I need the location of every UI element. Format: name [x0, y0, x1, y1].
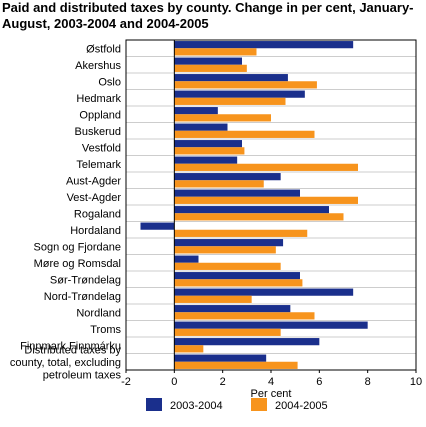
bar-2003-2004-16: [174, 305, 291, 313]
x-tick-label: 0: [171, 376, 177, 388]
x-axis-label: Per cent: [251, 388, 292, 400]
bar-2004-2005-17: [174, 328, 281, 336]
category-label: Aust-Agder: [66, 175, 121, 187]
bar-2003-2004-8: [174, 173, 281, 181]
bar-2003-2004-7: [174, 156, 238, 164]
bar-2003-2004-2: [174, 74, 288, 82]
category-label: Vest-Agder: [67, 192, 122, 204]
bar-2004-2005-9: [174, 196, 358, 204]
legend-label-2003-2004: 2003-2004: [170, 400, 223, 412]
x-tick-label: 6: [316, 376, 322, 388]
bar-2003-2004-17: [174, 321, 368, 329]
bar-2004-2005-19: [174, 361, 298, 369]
bar-2004-2005-18: [174, 345, 204, 353]
bar-2004-2005-11: [174, 229, 308, 237]
category-label: Rogaland: [74, 208, 121, 220]
bar-2004-2005-0: [174, 48, 257, 56]
bar-2003-2004-15: [174, 288, 354, 296]
bar-2003-2004-5: [174, 123, 228, 131]
bar-2003-2004-10: [174, 206, 329, 214]
bar-2003-2004-9: [174, 189, 300, 197]
legend-swatch-2003-2004: [146, 398, 162, 411]
bar-2003-2004-14: [174, 272, 300, 280]
bar-2003-2004-4: [174, 107, 218, 115]
category-label: Telemark: [76, 159, 121, 171]
bar-2003-2004-0: [174, 41, 354, 49]
category-label: Akershus: [75, 60, 121, 72]
x-tick-label: -2: [121, 376, 131, 388]
x-tick-label: 2: [220, 376, 226, 388]
category-label: Distributed taxes by county, total, exclu…: [10, 344, 122, 381]
legend-label-2004-2005: 2004-2005: [275, 400, 328, 412]
category-label: Nord-Trøndelag: [44, 291, 121, 303]
x-tick-label: 8: [365, 376, 371, 388]
category-label: Hordaland: [70, 225, 121, 237]
bar-2003-2004-12: [174, 239, 284, 247]
bar-2004-2005-3: [174, 97, 286, 105]
x-tick-label: 10: [410, 376, 422, 388]
bar-2003-2004-3: [174, 90, 305, 98]
bar-2003-2004-19: [174, 354, 267, 362]
bar-2003-2004-1: [174, 57, 242, 65]
category-label: Buskerud: [75, 126, 121, 138]
category-label: Finnmark Finnmárku: [20, 340, 121, 352]
bar-2004-2005-4: [174, 114, 271, 122]
category-label: Oslo: [98, 76, 121, 88]
bar-2004-2005-12: [174, 246, 276, 254]
bar-2003-2004-13: [174, 255, 199, 263]
bar-2004-2005-10: [174, 213, 344, 221]
bar-2004-2005-6: [174, 147, 245, 155]
bar-2004-2005-14: [174, 279, 303, 287]
bar-2004-2005-7: [174, 163, 358, 171]
bar-2004-2005-8: [174, 180, 264, 188]
x-tick-label: 4: [268, 376, 274, 388]
bar-2003-2004-6: [174, 140, 242, 148]
category-label: Troms: [90, 324, 121, 336]
chart-title: Paid and distributed taxes by county. Ch…: [2, 0, 414, 31]
legend-swatch-2004-2005: [251, 398, 267, 411]
category-label: Hedmark: [76, 93, 121, 105]
bar-2004-2005-15: [174, 295, 252, 303]
bar-2004-2005-16: [174, 312, 315, 320]
bar-2004-2005-2: [174, 81, 317, 89]
category-label: Sør-Trøndelag: [50, 274, 121, 286]
category-label: Oppland: [79, 109, 121, 121]
category-label: Østfold: [86, 43, 121, 55]
category-label: Vestfold: [82, 142, 121, 154]
category-label: Nordland: [76, 307, 121, 319]
bar-2004-2005-13: [174, 262, 281, 270]
bar-2003-2004-11: [140, 222, 175, 230]
bar-2003-2004-18: [174, 338, 320, 346]
bar-2004-2005-5: [174, 130, 315, 138]
category-label: Sogn og Fjordane: [34, 241, 121, 253]
bar-2004-2005-1: [174, 64, 247, 72]
category-label: Møre og Romsdal: [34, 258, 121, 270]
